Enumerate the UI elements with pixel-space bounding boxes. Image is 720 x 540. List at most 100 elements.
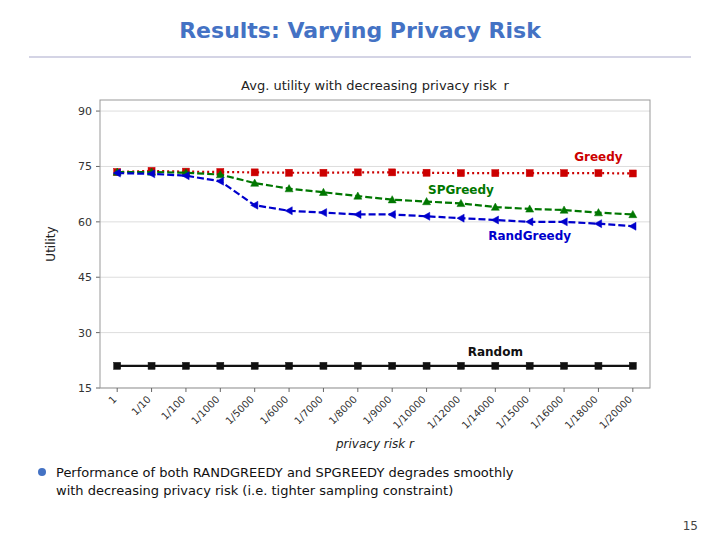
x-tick [529,388,530,392]
marker [251,169,258,176]
series [113,169,636,230]
x-tick-label: 1/20000 [597,394,634,431]
x-tick-label: 1/12000 [425,394,462,431]
marker [594,209,602,216]
x-tick [357,388,358,392]
marker [561,362,568,369]
series-label: SPGreedy [428,183,494,197]
marker [629,362,636,369]
marker [629,170,636,177]
marker [320,169,327,176]
marker [595,362,602,369]
series-label: Random [468,345,523,359]
x-tick [598,388,599,392]
series [114,362,637,369]
x-tick [254,388,255,392]
marker [526,218,533,226]
grid-line [100,166,650,167]
marker [389,362,396,369]
marker [560,206,568,213]
series [113,168,637,218]
x-tick-label: 1/100 [159,394,187,422]
marker [457,199,465,206]
marker [389,169,396,176]
x-tick-label: 1/7000 [292,394,325,427]
x-tick-label: 1/1000 [189,394,222,427]
x-tick-label: 1/5000 [223,394,256,427]
marker [457,362,464,369]
y-tick [96,221,100,222]
bullet [38,468,46,476]
grid [100,111,650,388]
marker [423,198,431,205]
chart-title: Avg. utility with decreasing privacy ris… [241,78,509,93]
marker [182,172,189,180]
x-tick-label: 1/9000 [361,394,394,427]
marker [148,170,155,178]
marker [354,169,361,176]
y-tick-label: 45 [78,271,92,284]
marker [560,218,567,226]
y-tick [96,388,100,389]
marker [286,169,293,176]
y-tick [96,332,100,333]
marker [594,220,601,228]
marker [492,362,499,369]
marker [216,177,223,185]
series-label: RandGreedy [488,229,571,243]
y-tick-label: 30 [78,327,92,340]
series-label: Greedy [574,150,623,164]
marker [217,362,224,369]
x-tick-label: 1/14000 [460,394,497,431]
marker [388,210,395,218]
x-tick [495,388,496,392]
grid-line [100,332,650,333]
y-tick-label: 75 [78,160,92,173]
separator [29,56,691,57]
marker [526,170,533,177]
x-tick-label: 1/10000 [391,394,428,431]
page: Results: Varying Privacy Risk Avg. utilit… [0,0,720,540]
marker [319,188,327,195]
marker [354,362,361,369]
marker [491,203,499,210]
page-title: Results: Varying Privacy Risk [179,18,542,43]
x-tick [632,388,633,392]
y-tick [96,277,100,278]
x-tick-label: 1/10 [129,394,153,418]
x-tick [323,388,324,392]
x-tick [426,388,427,392]
line [117,173,633,226]
marker [354,210,361,218]
marker [526,205,534,212]
marker [114,362,121,369]
series-group [113,167,637,369]
y-tick [96,111,100,112]
x-tick [289,388,290,392]
x-tick-label: 1/16000 [528,394,565,431]
x-tick-label: 1/18000 [563,394,600,431]
marker [595,170,602,177]
marker [629,222,636,230]
marker [388,196,396,203]
line [117,171,633,174]
marker [286,362,293,369]
y-tick-label: 90 [78,105,92,118]
x-tick [460,388,461,392]
x-tick-label: 1/8000 [327,394,360,427]
grid-line [100,277,650,278]
page-number: 15 [683,519,698,533]
marker [491,216,498,224]
marker [354,192,362,199]
x-tick-label: 1/15000 [494,394,531,431]
x-tick [117,388,118,392]
marker [251,362,258,369]
line [117,365,633,367]
x-axis-label: privacy risk r [335,437,415,451]
marker [285,185,293,192]
marker [319,209,326,217]
marker [526,362,533,369]
y-axis-label: Utility [44,226,58,261]
marker [113,169,120,177]
x-tick [564,388,565,392]
